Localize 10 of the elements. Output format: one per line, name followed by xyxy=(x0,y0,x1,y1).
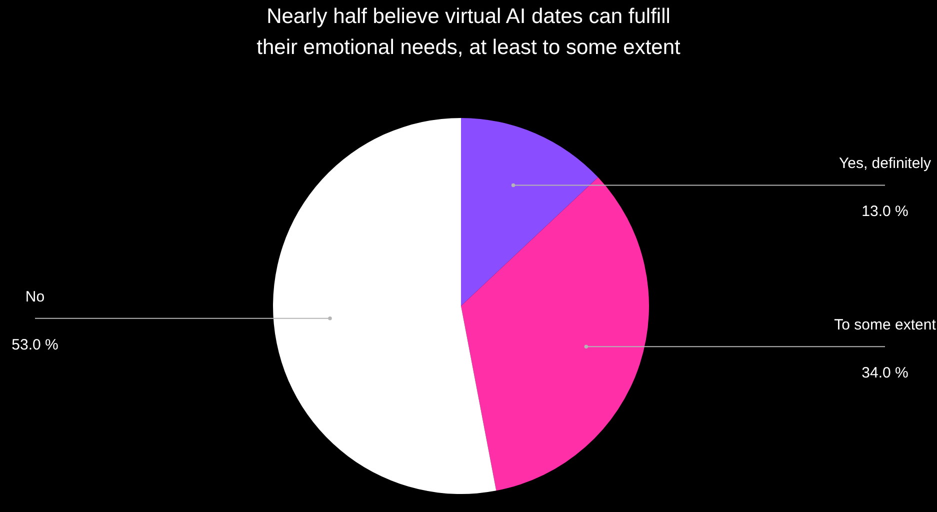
data-label: 13.0 % xyxy=(862,203,908,220)
slice-label: No xyxy=(25,288,45,306)
slice-label: Yes, definitely xyxy=(838,155,932,172)
slice-label: To some extent xyxy=(834,316,937,334)
data-label: 53.0 % xyxy=(12,336,58,354)
chart-title: Nearly half believe virtual AI dates can fulfill their emotional needs, at least to some extent xyxy=(256,5,681,59)
pie-slice xyxy=(461,118,598,306)
pie-slice xyxy=(273,118,496,494)
pie-slice xyxy=(461,177,649,491)
data-label: 34.0 % xyxy=(862,364,908,382)
